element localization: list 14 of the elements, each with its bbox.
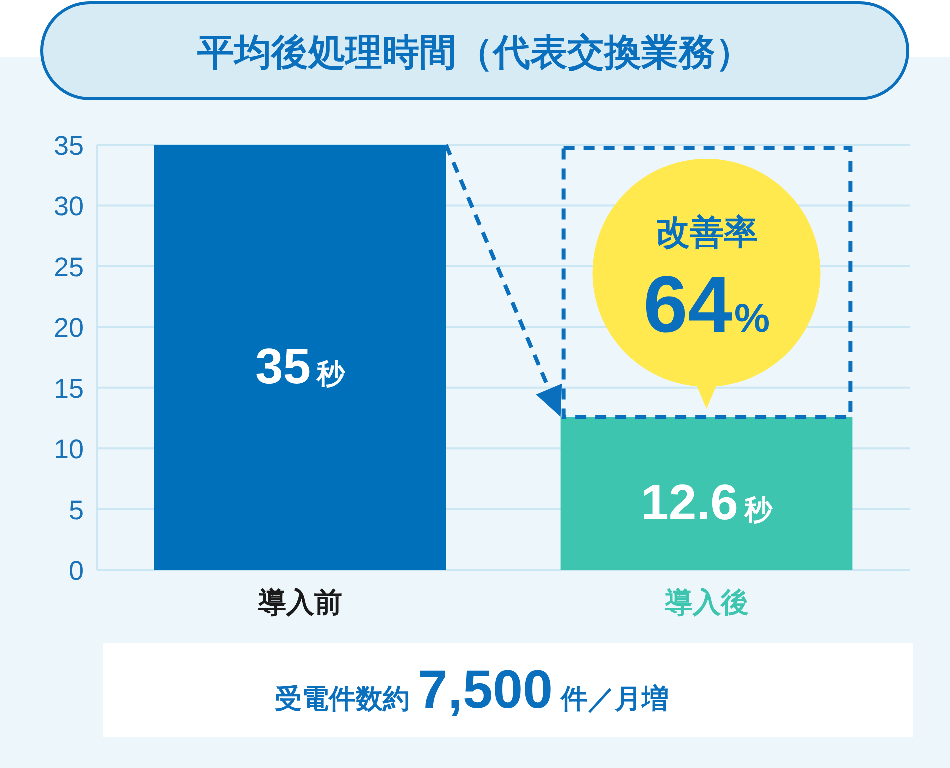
data-label: 12.6秒 [641, 474, 774, 530]
annotation: 改善率 64% [643, 214, 770, 349]
y-tick-label: 15 [54, 374, 84, 404]
y-tick-label: 5 [68, 495, 84, 526]
y-tick-label: 10 [54, 434, 84, 465]
y-tick-label: 25 [54, 252, 84, 282]
data-label: 35秒 [255, 338, 346, 394]
chart-title: 平均後処理時間（代表交換業務） [198, 32, 752, 73]
y-tick-label: 30 [54, 192, 84, 222]
x-tick-label: 導入後 [664, 587, 749, 618]
x-tick-label: 導入前 [257, 587, 342, 618]
y-tick-label: 20 [54, 313, 84, 344]
y-tick-label: 35 [54, 131, 84, 161]
y-tick-label: 0 [68, 556, 84, 586]
